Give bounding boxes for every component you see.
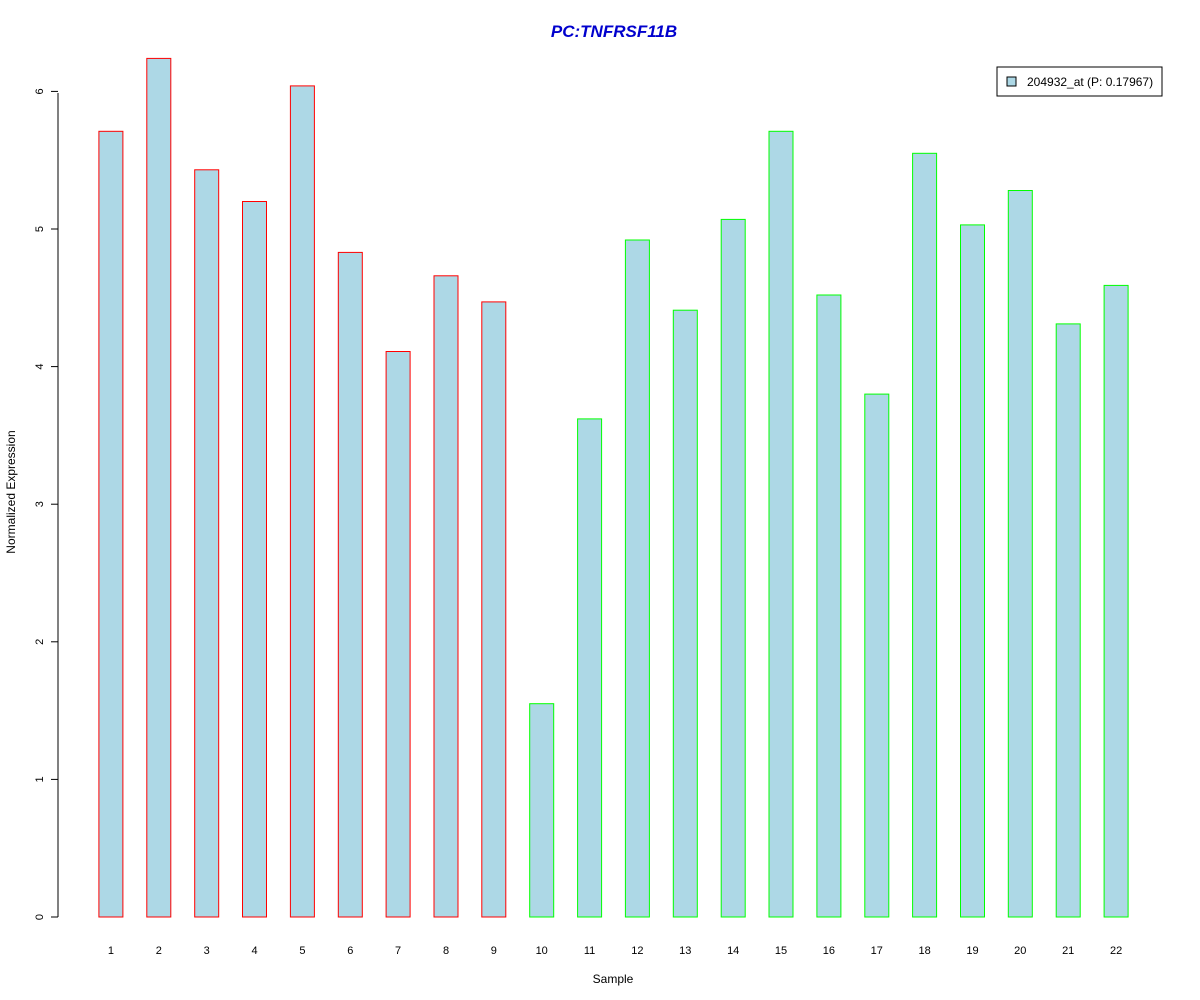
x-tick-label: 13 [679,945,691,957]
x-tick-label: 5 [299,945,305,957]
bar-sample-21 [1055,323,1081,918]
x-tick-label: 21 [1062,945,1074,957]
y-tick-label: 0 [34,914,46,920]
x-tick-labels: 1 2 3 4 5 6 7 8 9 10 11 12 13 14 15 16 17 18 19 20 21 22 [108,945,1122,957]
x-tick-label: 7 [395,945,401,957]
bar-sample-12 [624,239,650,918]
legend-label: 204932_at (P: 0.17967) [1027,75,1153,89]
x-tick-label: 16 [823,945,835,957]
bar-sample-16 [816,294,842,918]
bar-sample-6 [337,251,363,918]
bar-sample-18 [912,152,938,918]
x-tick-label: 8 [443,945,449,957]
x-tick-label: 19 [966,945,978,957]
y-tick-label: 5 [34,226,46,232]
x-tick-label: 4 [251,945,257,957]
y-tick-label: 1 [34,776,46,782]
x-tick-label: 2 [156,945,162,957]
bar-sample-20 [1007,190,1033,918]
bar-sample-10 [529,703,555,918]
bar-sample-5 [289,85,315,918]
bar-sample-17 [864,393,890,918]
x-tick-label: 17 [871,945,883,957]
chart-title: PC:TNFRSF11B [551,22,677,41]
bar-sample-1 [98,130,124,918]
x-tick-label: 3 [204,945,210,957]
x-tick-label: 22 [1110,945,1122,957]
legend: 204932_at (P: 0.17967) [996,66,1163,97]
x-tick-label: 12 [631,945,643,957]
y-axis [51,90,59,918]
bar-sample-14 [720,218,746,918]
bar-sample-11 [577,418,603,918]
x-axis-label: Sample [593,972,634,986]
bar-sample-4 [242,201,267,918]
x-tick-label: 14 [727,945,739,957]
x-tick-label: 9 [491,945,497,957]
y-tick-labels: 0 1 2 3 4 5 6 [34,88,46,920]
bar-sample-13 [672,309,698,918]
bar-sample-8 [433,275,459,918]
bar-sample-7 [385,351,411,918]
legend-swatch [1006,76,1017,87]
y-tick-label: 6 [34,88,46,94]
bar-sample-19 [960,224,985,918]
bar-sample-9 [481,301,507,918]
x-tick-label: 10 [536,945,548,957]
bar-sample-15 [768,130,794,918]
bar-sample-22 [1103,284,1129,918]
x-tick-label: 11 [584,945,595,957]
x-tick-label: 15 [775,945,787,957]
x-tick-label: 1 [108,945,114,957]
bars-group [98,57,1129,918]
y-tick-label: 2 [34,639,46,645]
y-tick-label: 4 [34,364,46,370]
legend-box [996,66,1163,97]
bar-sample-2 [146,57,172,918]
x-tick-label: 20 [1014,945,1026,957]
x-tick-label: 6 [347,945,353,957]
x-tick-label: 18 [918,945,930,957]
y-axis-label: Normalized Expression [4,430,18,553]
y-tick-label: 3 [34,501,46,507]
bar-sample-3 [194,169,220,918]
